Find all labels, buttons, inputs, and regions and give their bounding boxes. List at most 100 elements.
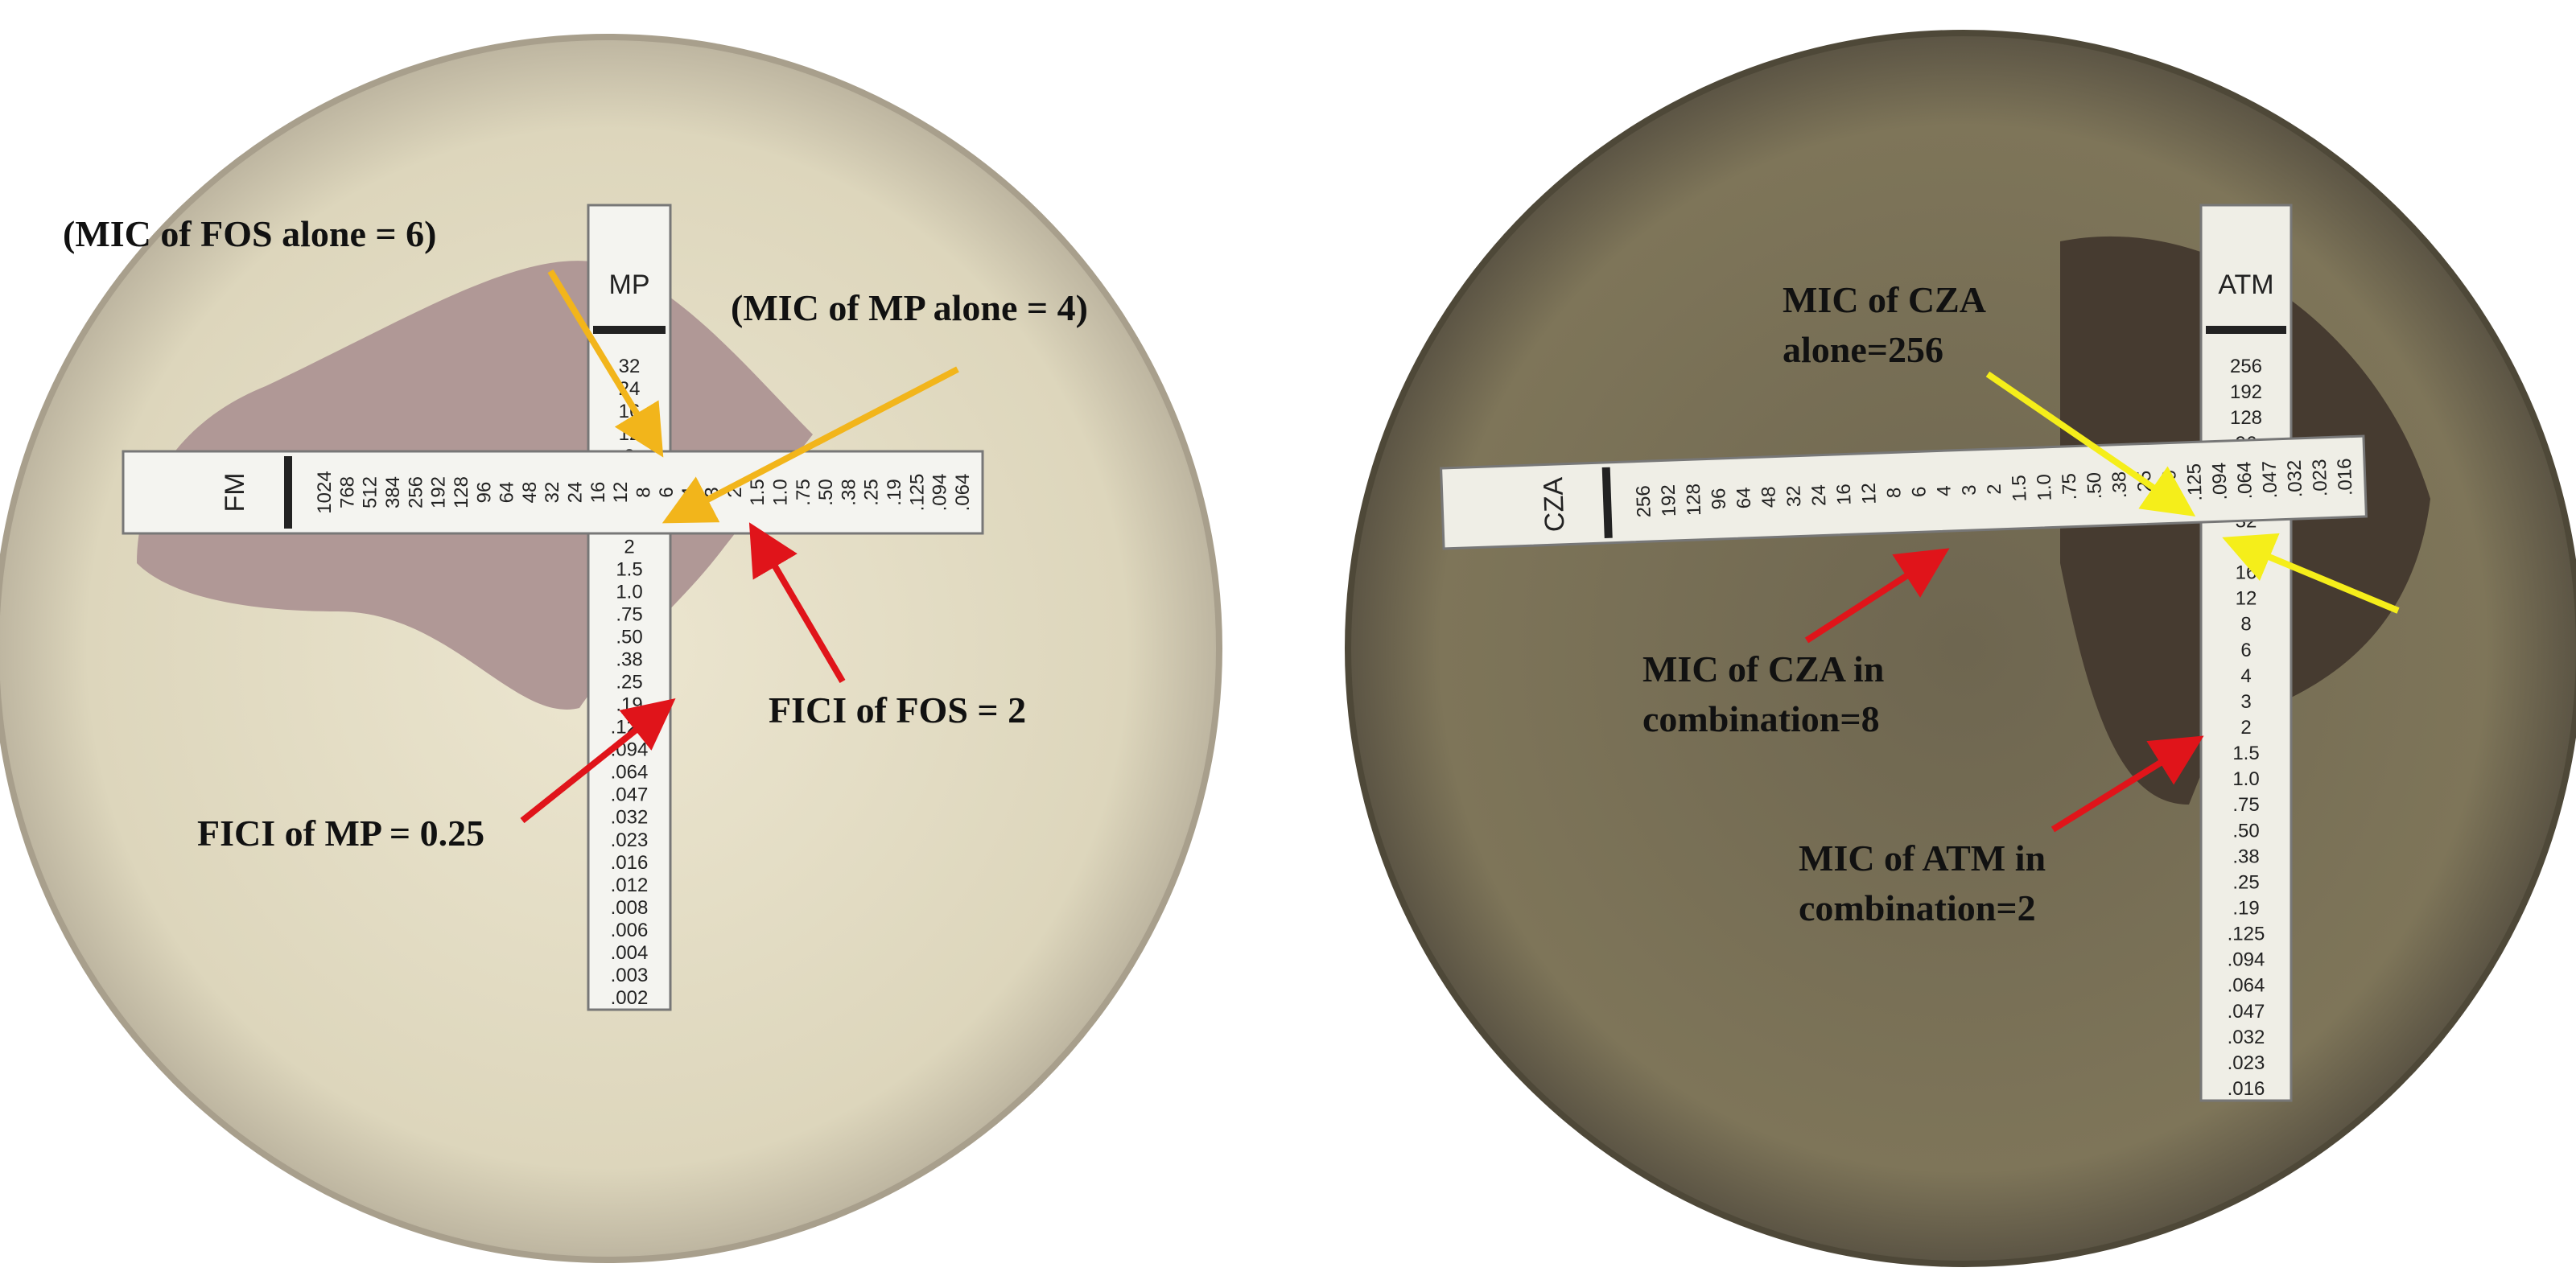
scale-label: 32: [619, 356, 641, 377]
scale-label: 4: [2240, 665, 2251, 687]
scale-label: 1.5: [616, 558, 642, 580]
scale-label: .19: [884, 479, 905, 505]
strip-body: [1440, 434, 2368, 550]
strip-name: MP: [609, 270, 650, 300]
annotation: MIC of CZA: [1783, 279, 1986, 320]
scale-label: 12: [2236, 588, 2257, 610]
arrow: [1804, 548, 1950, 644]
scale-label: 16: [587, 482, 609, 504]
annotation: MIC of CZA in: [1642, 648, 1884, 689]
scale-label: 128: [1683, 484, 1705, 517]
scale-label: 6: [656, 487, 678, 497]
scale-label: .016: [611, 852, 649, 874]
scale-label: 3: [2240, 691, 2251, 713]
strip-name: FM: [220, 472, 250, 512]
scale-label: 24: [565, 482, 587, 504]
scale-label: 4: [678, 487, 700, 497]
scale-label: 48: [519, 482, 541, 504]
annotation: combination=2: [1799, 887, 2036, 928]
strip-body: [587, 204, 672, 1011]
scale-label: 256: [1633, 485, 1655, 518]
scale-label: 192: [2230, 381, 2262, 403]
scale-label: .064: [2228, 975, 2265, 997]
scale-label: .003: [611, 965, 649, 986]
scale-label: .064: [2233, 461, 2257, 500]
scale-label: .032: [2228, 1027, 2265, 1048]
scale-label: 2: [1984, 484, 2005, 495]
scale-label: 48: [1758, 486, 1780, 508]
scale-label: .023: [2309, 459, 2332, 497]
strip-band: [284, 456, 292, 529]
scale-label: .002: [611, 987, 649, 1009]
scale-label: .75: [2059, 473, 2081, 500]
scale-label: 1024: [314, 471, 336, 513]
scale-label: .064: [611, 762, 649, 784]
scale-label: .032: [2284, 459, 2307, 498]
scale-label: .047: [611, 784, 649, 806]
scale-label: .012: [611, 875, 649, 896]
scale-label: 96: [1708, 488, 1730, 510]
scale-label: .50: [616, 626, 642, 648]
scale-label: 2: [2240, 717, 2251, 739]
scale-label: .38: [616, 648, 642, 670]
scale-label: .023: [611, 829, 649, 851]
scale-label: 2: [624, 536, 634, 558]
scale-label: .006: [611, 920, 649, 941]
scale-label: 128: [2230, 407, 2262, 429]
scale-label: .047: [2258, 460, 2281, 499]
scale-label: 24: [1808, 484, 1831, 507]
scale-label: .016: [2334, 458, 2357, 496]
scale-label: 12: [610, 482, 632, 504]
scale-label: 3: [1959, 484, 1980, 496]
scale-label: .016: [2228, 1078, 2265, 1100]
arrow: [2222, 533, 2400, 614]
scale-label: .094: [2208, 462, 2232, 500]
scale-label: .50: [2232, 820, 2259, 842]
scale-label: .094: [2228, 949, 2265, 971]
scale-label: .25: [2232, 871, 2259, 893]
annotation: FICI of FOS = 2: [769, 689, 1026, 731]
scale-label: 192: [1658, 484, 1680, 517]
strip-band: [1601, 467, 1613, 539]
strip-body: [2199, 204, 2293, 1102]
scale-label: .38: [2108, 471, 2131, 498]
scale-label: .75: [793, 479, 814, 505]
scale-label: .38: [2232, 846, 2259, 867]
scale-label: .19: [2232, 898, 2259, 920]
scale-label: .75: [2232, 794, 2259, 816]
scale-label: .047: [2228, 1001, 2265, 1023]
strip-body: [122, 450, 984, 535]
scale-label: 1.5: [2008, 475, 2030, 502]
scale-label: 1.0: [616, 581, 642, 603]
arrow: [2050, 735, 2204, 833]
scale-label: .032: [611, 807, 649, 829]
scale-label: 16: [1833, 484, 1856, 506]
scale-label: .75: [616, 603, 642, 625]
scale-label: .004: [611, 942, 649, 964]
arrow: [547, 269, 664, 458]
scale-label: .008: [611, 897, 649, 919]
scale-label: 8: [1883, 487, 1905, 498]
scale-label: 768: [336, 476, 358, 508]
annotation: combination=8: [1642, 698, 1880, 739]
annotation: MIC of ATM in: [1799, 838, 2046, 879]
scale-label: 384: [382, 476, 404, 508]
scale-label: .064: [952, 474, 974, 512]
scale-label: 128: [451, 476, 472, 508]
scale-label: 64: [497, 482, 518, 504]
test-strip: MP32241612864321.51.0.75.50.38.25.19.125…: [587, 204, 672, 1011]
scale-label: 1.0: [2034, 474, 2056, 501]
arrow: [1985, 371, 2196, 517]
annotation: FICI of MP = 0.25: [197, 813, 484, 854]
scale-label: 8: [2240, 614, 2251, 636]
scale-label: .25: [616, 672, 642, 694]
scale-label: .125: [2183, 463, 2207, 502]
scale-label: .19: [616, 694, 642, 716]
scale-label: .023: [2228, 1052, 2265, 1074]
arrow: [748, 522, 846, 684]
scale-label: .50: [815, 479, 837, 505]
scale-label: 1.0: [2232, 768, 2259, 790]
test-strip: FM 1024 768 512 384 256 192 128 96 64 48 32 24 16 12 8 6…: [122, 450, 984, 535]
arrow: [662, 366, 959, 524]
